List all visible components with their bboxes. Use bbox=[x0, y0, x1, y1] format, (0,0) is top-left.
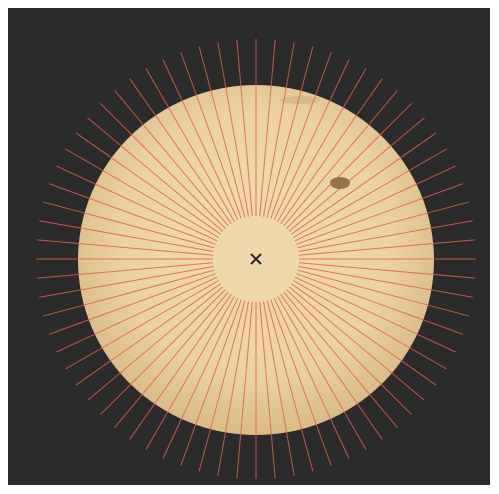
radial-line bbox=[180, 52, 242, 219]
radial-line bbox=[262, 301, 295, 476]
radial-line bbox=[292, 148, 447, 238]
radial-line bbox=[280, 293, 383, 440]
radial-line bbox=[280, 78, 383, 225]
radial-line bbox=[180, 299, 242, 466]
radial-line bbox=[277, 295, 367, 450]
radial-line bbox=[49, 273, 216, 335]
radial-line bbox=[283, 291, 398, 428]
radial-line bbox=[56, 276, 218, 353]
radial-line bbox=[87, 117, 224, 232]
radial-line bbox=[236, 39, 253, 217]
radial-line bbox=[236, 301, 253, 479]
radial-line bbox=[273, 297, 350, 459]
radial-line bbox=[296, 273, 463, 335]
radial-line bbox=[296, 183, 463, 245]
radial-line bbox=[294, 165, 456, 242]
radial-line bbox=[292, 280, 447, 370]
radial-line bbox=[259, 39, 276, 217]
radial-line bbox=[100, 289, 226, 415]
radial-line bbox=[288, 286, 425, 401]
radial-line bbox=[298, 265, 473, 298]
radial-line bbox=[262, 42, 295, 217]
radial-line bbox=[145, 295, 235, 450]
radial-lines bbox=[36, 39, 476, 479]
radial-line bbox=[266, 46, 314, 218]
radial-line bbox=[39, 220, 214, 253]
radial-line bbox=[43, 269, 215, 317]
radial-line bbox=[36, 239, 214, 256]
radial-line bbox=[114, 90, 229, 227]
radial-line bbox=[286, 103, 412, 229]
marker-stroke bbox=[250, 253, 262, 265]
radial-line bbox=[198, 46, 246, 218]
radial-line bbox=[290, 283, 437, 386]
radial-line bbox=[145, 68, 235, 223]
radial-line bbox=[266, 300, 314, 472]
radial-line bbox=[259, 301, 276, 479]
radial-line bbox=[75, 132, 222, 235]
radial-line bbox=[270, 52, 332, 219]
radial-line bbox=[162, 297, 239, 459]
radial-line bbox=[49, 183, 216, 245]
radial-line bbox=[129, 293, 232, 440]
radial-line bbox=[129, 78, 232, 225]
radial-line bbox=[298, 239, 476, 256]
radial-line bbox=[270, 299, 332, 466]
radial-line bbox=[87, 286, 224, 401]
radial-line bbox=[290, 132, 437, 235]
radial-line bbox=[277, 68, 367, 223]
radial-line bbox=[297, 269, 469, 317]
radial-line bbox=[56, 165, 218, 242]
radial-line bbox=[39, 265, 214, 298]
radial-line bbox=[198, 300, 246, 472]
radial-line bbox=[297, 201, 469, 249]
radial-line bbox=[75, 283, 222, 386]
radial-line bbox=[283, 90, 398, 227]
radial-line bbox=[298, 220, 473, 253]
radial-line bbox=[294, 276, 456, 353]
radial-line bbox=[288, 117, 425, 232]
radial-line bbox=[114, 291, 229, 428]
radial-line bbox=[36, 262, 214, 279]
radial-line bbox=[65, 148, 220, 238]
center-marker bbox=[250, 253, 262, 265]
radial-line bbox=[43, 201, 215, 249]
radial-line bbox=[100, 103, 226, 229]
smudge bbox=[280, 96, 320, 104]
radial-line bbox=[286, 289, 412, 415]
radial-line bbox=[162, 59, 239, 221]
radial-line bbox=[298, 262, 476, 279]
radial-line bbox=[65, 280, 220, 370]
radial-line bbox=[273, 59, 350, 221]
radial-line bbox=[217, 42, 250, 217]
radial-line bbox=[217, 301, 250, 476]
